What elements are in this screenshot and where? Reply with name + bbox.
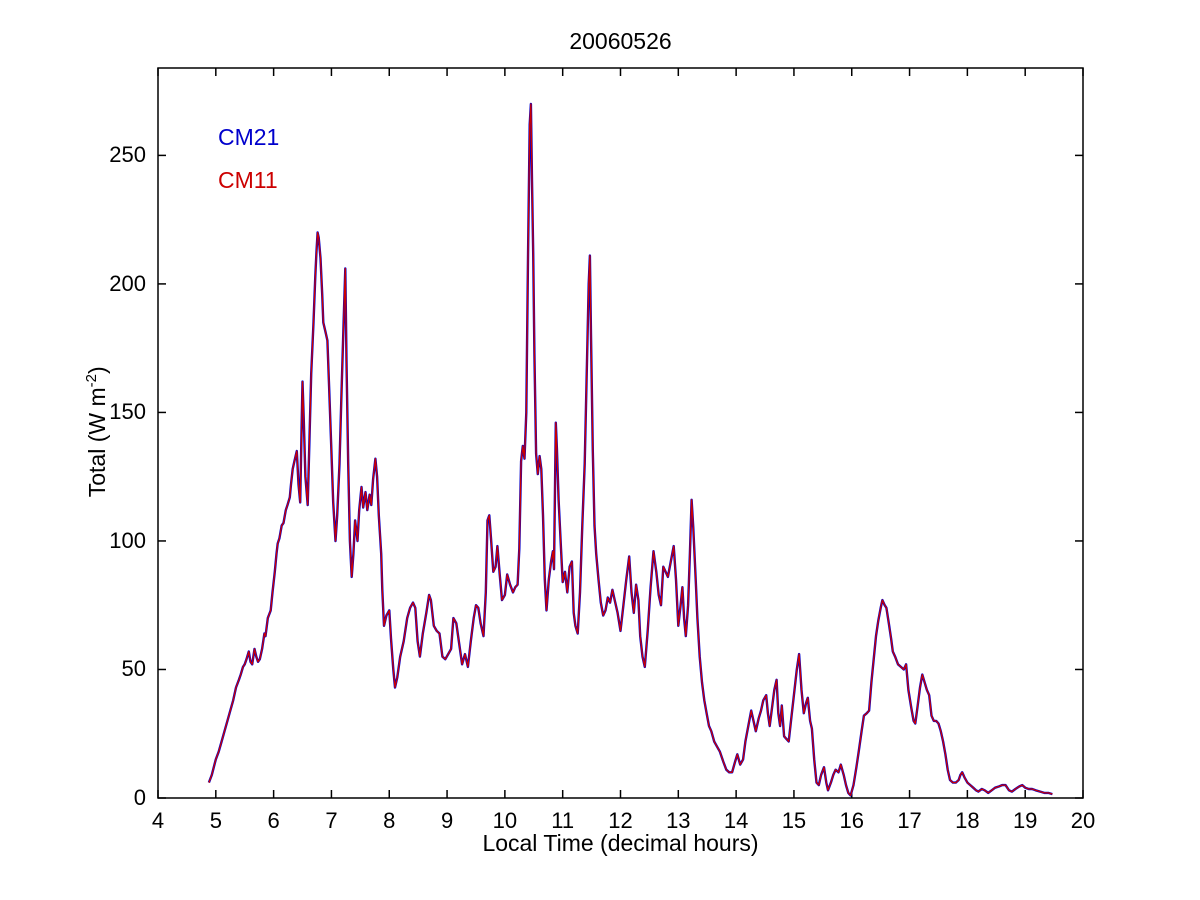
x-tick-label: 6	[267, 808, 280, 833]
x-tick-label: 7	[325, 808, 338, 833]
series-line-cm21	[207, 102, 1053, 797]
y-tick-label: 0	[133, 785, 146, 810]
series-line-cm11	[208, 103, 1053, 797]
x-tick-label: 17	[897, 808, 922, 833]
x-tick-label: 11	[551, 808, 575, 833]
x-tick-label: 16	[839, 808, 864, 833]
x-tick-label: 8	[383, 808, 396, 833]
legend-entry-cm11: CM11	[218, 167, 278, 193]
x-tick-label: 5	[209, 808, 222, 833]
x-tick-label: 4	[151, 808, 165, 833]
legend-entry-cm21: CM21	[218, 124, 280, 150]
y-axis-label-superscript: -2	[83, 374, 101, 388]
y-tick-label: 200	[109, 270, 146, 296]
x-tick-label: 15	[781, 808, 807, 833]
x-tick-label: 18	[955, 808, 980, 833]
x-tick-label: 14	[723, 808, 749, 833]
chart-title: 20060526	[569, 28, 672, 54]
x-tick-label: 13	[666, 808, 691, 833]
x-tick-label: 12	[608, 808, 633, 833]
x-axis-label: Local Time (decimal hours)	[482, 830, 759, 856]
y-tick-label: 100	[109, 527, 146, 553]
x-tick-label: 9	[440, 808, 454, 833]
axes-box	[157, 67, 1084, 799]
x-tick-label: 19	[1012, 808, 1038, 833]
y-tick-label: 50	[121, 656, 146, 682]
y-tick-label: 250	[109, 142, 146, 168]
x-tick-label: 20	[1070, 808, 1096, 833]
y-tick-label: 150	[109, 399, 146, 425]
y-axis-label-close: )	[83, 366, 110, 375]
x-tick-label: 10	[492, 808, 518, 833]
